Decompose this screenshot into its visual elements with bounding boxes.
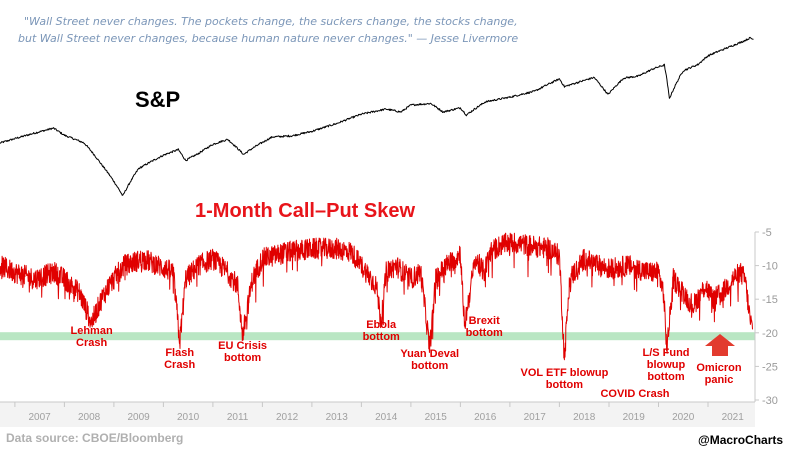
- y-axis-ticks: -5 -10 -15 -20 -25 -30: [755, 227, 778, 407]
- x-tick-label: 2019: [623, 412, 646, 423]
- skew-series-line: [0, 232, 753, 361]
- y-tick-label: -5: [762, 227, 772, 239]
- sp-chart-title: S&P: [135, 87, 180, 112]
- annotation-label: Brexit bottom: [466, 315, 503, 339]
- annotation-label: Flash Crash: [164, 347, 195, 371]
- x-tick-label: 2017: [524, 412, 547, 423]
- x-tick-label: 2010: [177, 412, 200, 423]
- x-tick-label: 2018: [573, 412, 596, 423]
- x-tick-label: 2011: [227, 412, 249, 423]
- annotation-group: Lehman Crash Flash Crash EU Crisis bottom Ebol…: [71, 315, 742, 400]
- reference-band: [0, 332, 755, 341]
- y-tick-label: -10: [762, 261, 778, 273]
- x-tick-label: 2016: [474, 412, 497, 423]
- data-source-label: Data source: CBOE/Bloomberg: [6, 431, 183, 445]
- y-tick-label: -30: [762, 395, 778, 407]
- author-handle: @MacroCharts: [698, 433, 783, 447]
- annotation-label: VOL ETF blowup bottom: [521, 367, 609, 391]
- x-axis-band: [0, 402, 755, 427]
- x-tick-label: 2021: [722, 412, 745, 423]
- y-tick-label: -25: [762, 361, 778, 373]
- x-tick-label: 2015: [425, 412, 448, 423]
- annotation-label: EU Crisis bottom: [218, 340, 267, 364]
- x-axis-ticks: 2007 2008 2009 2010 2011 2012 2013 2014 2015 2016…: [14, 402, 745, 423]
- x-tick-label: 2014: [375, 412, 398, 423]
- x-tick-label: 2020: [672, 412, 695, 423]
- annotation-label: Lehman Crash: [71, 325, 113, 349]
- sp-series-line: [0, 36, 754, 196]
- x-tick-label: 2013: [326, 412, 349, 423]
- annotation-label: Yuan Deval bottom: [400, 348, 459, 372]
- y-tick-label: -15: [762, 294, 778, 306]
- y-tick-label: -20: [762, 328, 778, 340]
- x-tick-label: 2008: [78, 412, 101, 423]
- quote-line-2: but Wall Street never changes, because h…: [18, 32, 518, 45]
- quote-line-1: "Wall Street never changes. The pockets …: [24, 15, 518, 28]
- annotation-label: Ebola bottom: [363, 319, 400, 343]
- annotation-label: L/S Fund blowup bottom: [642, 347, 689, 383]
- skew-chart-title: 1-Month Call–Put Skew: [195, 200, 415, 222]
- x-tick-label: 2012: [276, 412, 299, 423]
- x-tick-label: 2007: [28, 412, 51, 423]
- annotation-label: COVID Crash: [600, 388, 669, 400]
- x-tick-label: 2009: [127, 412, 150, 423]
- omicron-arrow-icon: [705, 334, 735, 356]
- annotation-label: Omicron panic: [696, 362, 742, 386]
